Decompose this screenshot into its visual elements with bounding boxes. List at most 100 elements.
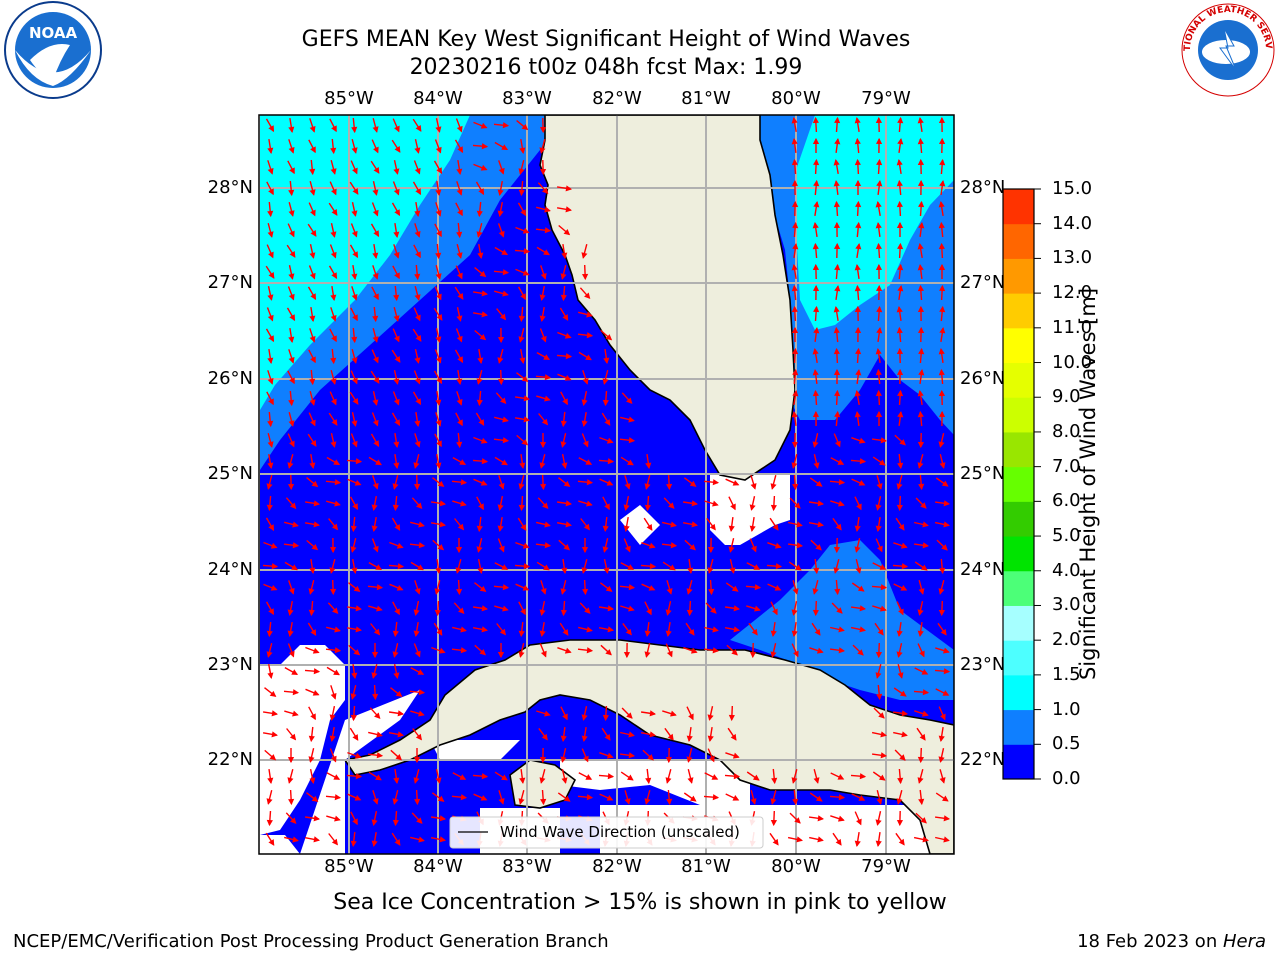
wind-wave-arrow bbox=[918, 200, 925, 217]
wind-wave-arrow bbox=[432, 539, 445, 551]
wind-wave-arrow bbox=[368, 771, 382, 781]
wind-wave-arrow bbox=[581, 706, 588, 721]
wind-wave-arrow bbox=[431, 646, 446, 654]
wind-wave-arrow bbox=[329, 705, 336, 722]
wind-wave-arrow bbox=[813, 305, 820, 322]
wind-wave-arrow bbox=[519, 453, 526, 469]
wind-wave-arrow bbox=[393, 768, 400, 784]
wind-wave-arrow bbox=[560, 265, 567, 280]
wind-wave-arrow bbox=[624, 475, 631, 490]
wind-wave-arrow bbox=[893, 542, 908, 549]
wind-wave-arrow bbox=[474, 582, 487, 592]
wind-wave-arrow bbox=[666, 474, 673, 491]
wind-wave-arrow bbox=[581, 390, 588, 407]
wind-wave-arrow bbox=[854, 117, 861, 133]
wind-wave-arrow bbox=[834, 389, 841, 406]
wind-wave-arrow bbox=[351, 327, 358, 344]
wind-wave-arrow bbox=[305, 688, 320, 696]
wind-wave-arrow bbox=[875, 538, 883, 553]
wind-wave-arrow bbox=[917, 390, 924, 406]
wind-wave-arrow bbox=[266, 790, 273, 805]
wind-wave-arrow bbox=[812, 222, 819, 238]
wind-wave-arrow bbox=[872, 456, 886, 466]
wind-wave-arrow bbox=[371, 286, 379, 301]
wind-wave-arrow bbox=[578, 351, 592, 361]
wind-wave-arrow bbox=[917, 137, 924, 154]
wind-wave-arrow bbox=[414, 433, 421, 448]
wind-wave-arrow bbox=[682, 500, 698, 507]
wind-wave-arrow bbox=[435, 202, 442, 217]
wind-wave-arrow bbox=[518, 180, 525, 197]
lon-tick-label-top: 84°W bbox=[413, 88, 463, 109]
wind-wave-arrow bbox=[414, 789, 421, 806]
wind-wave-arrow bbox=[351, 264, 358, 280]
wind-wave-arrow bbox=[621, 707, 633, 719]
colorbar-tick-label: 6.0 bbox=[1052, 490, 1081, 512]
wind-wave-arrow bbox=[392, 790, 399, 805]
wind-wave-arrow bbox=[283, 542, 300, 549]
wind-wave-arrow bbox=[497, 180, 504, 196]
wind-wave-arrow bbox=[476, 201, 483, 218]
wind-wave-arrow bbox=[598, 626, 614, 633]
wind-wave-arrow bbox=[893, 583, 908, 591]
wind-wave-arrow bbox=[897, 263, 904, 280]
wind-wave-arrow bbox=[598, 773, 615, 780]
wind-wave-arrow bbox=[896, 601, 904, 616]
wind-wave-arrow bbox=[917, 264, 924, 279]
wind-wave-arrow bbox=[581, 244, 588, 259]
wind-wave-arrow bbox=[539, 643, 547, 658]
wind-wave-arrow bbox=[875, 516, 882, 532]
wind-wave-arrow bbox=[745, 584, 762, 591]
wind-wave-arrow bbox=[767, 583, 782, 591]
colorbar-segment bbox=[1003, 674, 1034, 711]
wind-wave-arrow bbox=[938, 263, 946, 279]
wind-wave-arrow bbox=[287, 160, 295, 175]
wind-wave-arrow bbox=[473, 793, 488, 801]
wind-wave-arrow bbox=[326, 500, 341, 507]
wind-wave-arrow bbox=[833, 159, 840, 175]
wind-wave-arrow bbox=[346, 773, 363, 780]
colorbar-tick-label: 1.0 bbox=[1052, 698, 1081, 720]
wind-wave-arrow bbox=[663, 497, 675, 509]
wind-wave-arrow bbox=[514, 416, 530, 423]
wind-wave-arrow bbox=[917, 179, 925, 196]
wind-wave-arrow bbox=[537, 182, 549, 195]
wind-wave-arrow bbox=[493, 122, 510, 129]
wind-wave-arrow bbox=[476, 538, 483, 553]
map-legend: Wind Wave Direction (unscaled) bbox=[449, 816, 764, 849]
wind-wave-arrow bbox=[286, 307, 296, 322]
wind-wave-arrow bbox=[267, 433, 274, 448]
wind-wave-arrow bbox=[455, 328, 463, 343]
wind-wave-arrow bbox=[370, 370, 380, 384]
wind-wave-arrow bbox=[472, 290, 488, 297]
wind-wave-arrow bbox=[897, 664, 904, 679]
wind-wave-arrow bbox=[326, 456, 341, 466]
wind-wave-arrow bbox=[494, 456, 508, 466]
wind-wave-arrow bbox=[309, 159, 316, 176]
wind-wave-arrow bbox=[306, 477, 319, 488]
wind-wave-arrow bbox=[598, 458, 615, 465]
wind-wave-arrow bbox=[938, 748, 945, 763]
wind-wave-arrow bbox=[519, 769, 526, 784]
wind-wave-arrow bbox=[539, 306, 546, 322]
wind-wave-arrow bbox=[791, 200, 799, 217]
wind-wave-arrow bbox=[433, 307, 443, 321]
wind-wave-arrow bbox=[518, 306, 525, 323]
wind-wave-arrow bbox=[771, 768, 778, 785]
wind-wave-arrow bbox=[938, 348, 945, 364]
wind-wave-arrow bbox=[893, 710, 908, 717]
wind-wave-arrow bbox=[938, 433, 945, 448]
lon-tick-label-top: 83°W bbox=[502, 88, 552, 109]
wind-wave-arrow bbox=[560, 727, 567, 742]
wind-wave-arrow bbox=[515, 226, 530, 234]
wind-wave-arrow bbox=[288, 117, 295, 133]
wind-wave-arrow bbox=[370, 623, 381, 636]
lon-tick-label-top: 79°W bbox=[861, 88, 911, 109]
wind-wave-arrow bbox=[813, 558, 820, 575]
wind-wave-arrow bbox=[707, 706, 714, 721]
wind-wave-arrow bbox=[897, 138, 904, 154]
wind-wave-arrow bbox=[599, 752, 614, 759]
wind-wave-arrow bbox=[346, 458, 363, 465]
wind-wave-arrow bbox=[938, 389, 946, 406]
wind-wave-arrow bbox=[830, 772, 845, 780]
